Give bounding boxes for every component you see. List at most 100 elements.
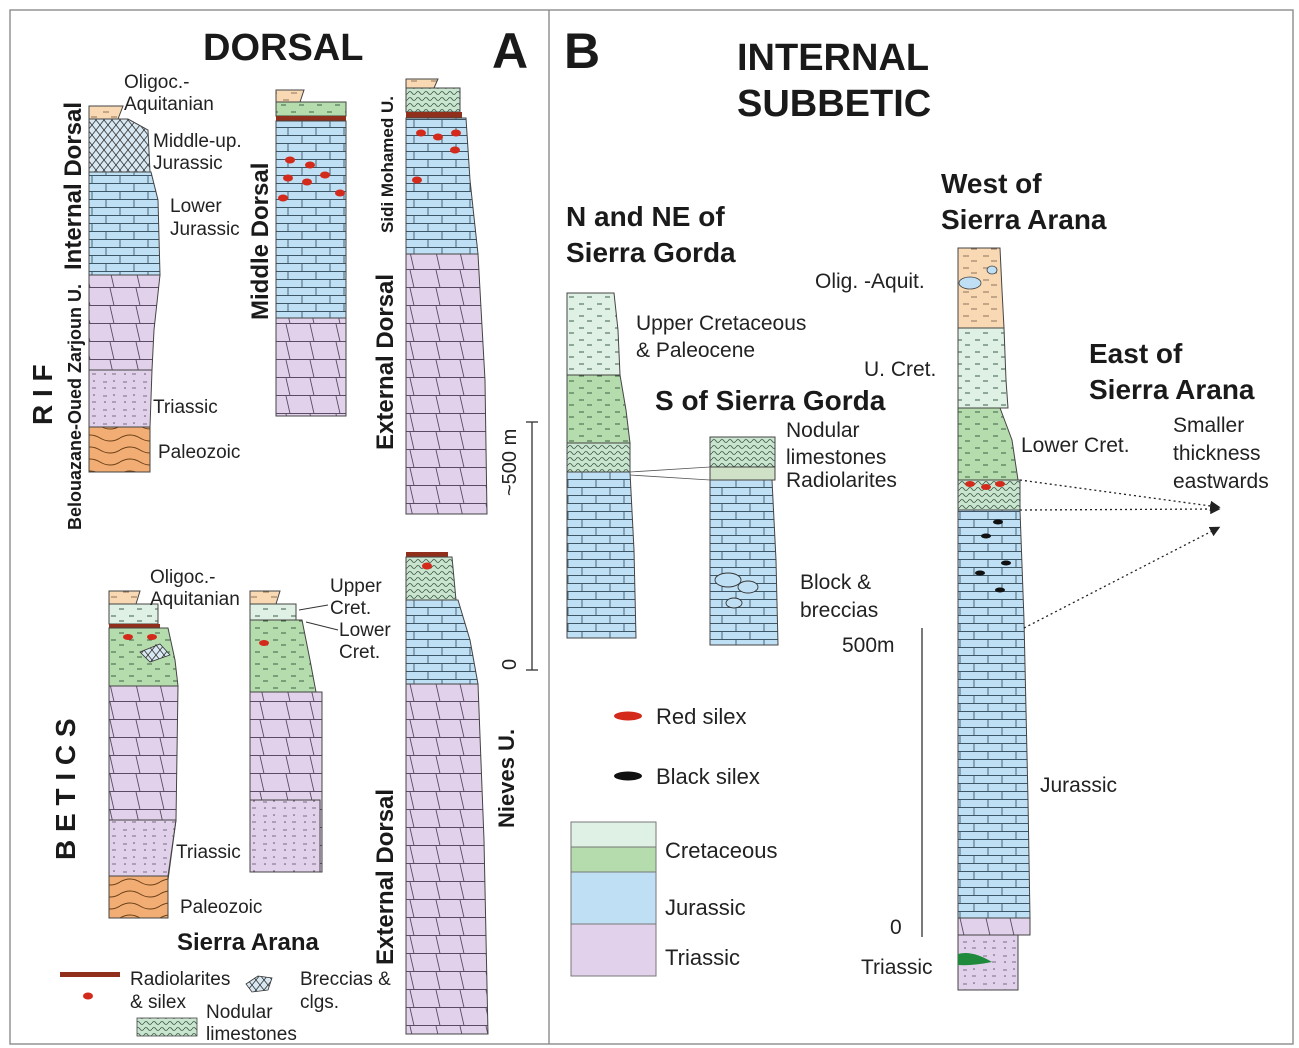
red-silex-nodules [123,634,157,640]
thinning-arrows [1019,479,1221,629]
betics-locality-label: Sierra Arana [177,929,320,956]
rif-label-aquitanian: Aquitanian [124,94,214,115]
legend-breccia-swatch [245,975,273,993]
panel-a-scale-bar [526,421,538,671]
rif-internal-dorsal-label: Internal Dorsal [60,102,87,270]
rif-label-jurassic-1: Jurassic [153,153,223,174]
paleozoic-unit [88,426,151,473]
nodular-limestone-unit [405,87,461,113]
cretaceous-upper-unit [566,292,621,376]
legend-cretaceous-light-swatch [570,821,657,848]
rif-external-dorsal-label: External Dorsal [372,274,399,450]
col-w-title-line1: West of [941,168,1042,199]
col-w-label-ucret: U. Cret. [864,358,936,381]
east-title-line1: East of [1089,338,1183,369]
cretaceous-unit [275,101,347,117]
rif-middle-dorsal-column [275,89,347,417]
region-rif-label: R I F [27,364,58,425]
panel-a-scale-top: ~500 m [499,429,521,496]
legend-silex-swatch [83,992,93,1000]
col-n-title-line1: N and NE of [566,201,725,232]
col-w-label-triassic: Triassic [861,956,933,979]
legend-jurassic-label: Jurassic [665,895,746,920]
block-breccias [714,572,759,609]
panel-a-scale-bottom: 0 [499,659,521,670]
triassic-unit [957,917,1031,936]
region-betics-label: B E T I C S [50,718,81,860]
panel-b-legend [570,711,657,977]
betics-label-paleozoic: Paleozoic [180,897,262,918]
col-n-title-line2: Sierra Gorda [566,237,736,268]
jurassic-breccia-unit [88,118,151,173]
panel-b-title-line1: INTERNAL [737,37,929,79]
legend-radiolarite-swatch [60,972,120,977]
radiolarite-band [276,116,346,121]
legend-radiolarites-line1: Radiolarites [130,969,230,990]
triassic-dotted-unit [88,369,153,428]
betics-label-aquitanian: Aquitanian [150,589,240,610]
cretaceous-upper-unit [249,603,297,621]
legend-jurassic-swatch [570,871,657,925]
oligocene-unit [88,105,124,120]
panel-b-scale-top: 500m [842,634,895,657]
rif-label-oligoc: Oligoc.- [124,72,189,93]
panel-a-letter: A [492,23,528,79]
col-s-label-limestones: limestones [786,446,886,469]
legend-cretaceous-dark-swatch [570,846,657,873]
legend-red-silex-swatch [614,711,642,721]
radiolarite-unit [709,466,776,481]
radiolarite-band [109,624,160,628]
legend-radiolarites-line2: & silex [130,992,186,1013]
nodular-unit [108,627,179,687]
cretaceous-lower-unit [249,619,317,693]
jurassic-unit [957,509,1031,919]
betics-label-lower: Lower [339,620,391,641]
jurassic-unit [566,471,637,639]
cretaceous-lower-unit [957,407,1019,481]
panel-b-title-line2: SUBBETIC [737,83,931,125]
betics-pointer-upper [298,604,329,611]
betics-pointer-lower [305,621,339,631]
jurassic-unit [405,599,479,685]
red-silex-nodules [412,129,461,184]
triassic-unit [405,683,489,1035]
panel-a-legend [60,972,273,1037]
legend-triassic-label: Triassic [665,945,740,970]
east-note-line1: Smaller [1173,414,1244,437]
rif-label-lower: Lower [170,196,222,217]
col-s-label-block: Block & [800,571,871,594]
panel-a-title: DORSAL [203,27,363,69]
rif-label-jurassic-2: Jurassic [170,219,240,240]
nodular-limestone-unit [566,442,631,473]
rif-external-unit-label: Sidi Mohamed U. [378,96,397,233]
radiolarite-band [406,552,448,557]
col-w-label-olig: Olig. -Aquit. [815,270,925,293]
col-n-sierra-gorda [566,292,637,639]
figure-frame [9,9,1294,1045]
east-note-line3: eastwards [1173,470,1269,493]
betics-external-dorsal-column [405,552,489,1035]
betics-label-triassic: Triassic [176,842,241,863]
red-silex-nodule [422,562,432,570]
nodular-limestone-unit [709,436,776,468]
col-s-label-radiolarites: Radiolarites [786,469,897,492]
nodular-limestone-unit [405,556,457,601]
paleozoic-unit [108,875,169,919]
col-n-label-line1: Upper Cretaceous [636,312,806,335]
betics-external-dorsal-label: External Dorsal [372,789,399,965]
col-w-label-jurassic: Jurassic [1040,774,1117,797]
betics-label-cret-1: Cret. [330,598,371,619]
triassic-unit [405,253,488,515]
rif-label-paleozoic: Paleozoic [158,442,240,463]
oligocene-unit [108,590,141,605]
correlation-lines-gorda [629,466,711,481]
red-silex-nodules [278,156,345,202]
betics-label-oligoc: Oligoc.- [150,567,215,588]
east-note-line2: thickness [1173,442,1261,465]
legend-nodular-line1: Nodular [206,1002,273,1023]
legend-black-silex-swatch [614,771,642,781]
rif-internal-unit-label: Belouazane-Oued Zarjoun U. [65,284,85,530]
betics-external-unit-label: Nieves U. [494,729,519,828]
clast [958,276,982,290]
